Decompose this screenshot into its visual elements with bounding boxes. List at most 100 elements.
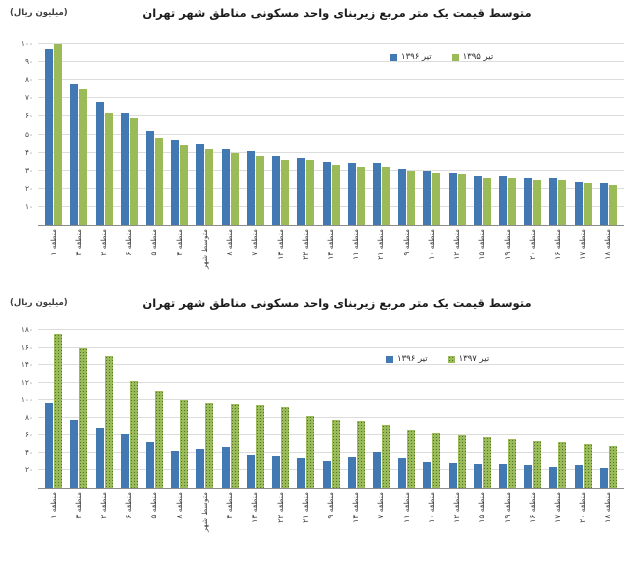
bar-group <box>419 170 444 225</box>
bar <box>347 163 356 225</box>
x-label-cell: منطقه ۱۶ <box>545 226 570 286</box>
gridline <box>38 329 624 330</box>
x-axis-label: منطقه ۱ <box>48 492 58 519</box>
x-axis-label: منطقه ۱۲ <box>452 229 462 260</box>
y-tick-label: ۶۰ <box>24 430 33 440</box>
x-label-cell: منطقه ۱۹ <box>495 489 520 575</box>
bar <box>549 177 558 225</box>
x-axis-labels: منطقه ۱ منطقه ۳ منطقه ۲ منطقه ۶ منطقه ۵ منطقه… <box>38 226 624 286</box>
bar <box>322 460 331 488</box>
y-tick-label: ۱۰۰ <box>20 39 33 48</box>
x-label-cell: منطقه ۲ <box>91 489 116 575</box>
bar <box>196 143 205 225</box>
y-tick-label: ۷۰ <box>24 93 33 103</box>
x-axis-label: منطقه ۱۱ <box>351 229 361 260</box>
bar <box>45 402 54 488</box>
x-label-cell: منطقه ۱ <box>41 226 66 286</box>
bar <box>457 174 466 225</box>
bar-group <box>571 181 596 225</box>
x-axis-label: منطقه ۷ <box>376 492 386 519</box>
x-axis-label: منطقه ۱۸ <box>603 229 613 260</box>
bar-group <box>66 83 91 225</box>
x-label-cell: منطقه ۳ <box>66 489 91 575</box>
chart-top: (میلیون ریال) متوسط قیمت یک متر مربع زیر… <box>10 6 624 286</box>
bar <box>331 419 340 488</box>
bar <box>558 179 567 225</box>
gridline <box>38 434 624 436</box>
bar <box>45 49 54 225</box>
bar <box>508 177 517 225</box>
bar-group <box>192 402 217 488</box>
chart-bottom: (میلیون ریال) متوسط قیمت یک متر مربع زیر… <box>0 290 640 576</box>
bar <box>306 416 315 488</box>
x-axis-label: متوسط شهر <box>199 492 209 532</box>
legend-label: تیر ۱۳۹۷ <box>458 354 490 364</box>
x-label-cell: منطقه ۵ <box>142 489 167 575</box>
y-axis-unit-label: (میلیون ریال) <box>10 298 68 308</box>
bar <box>583 183 592 225</box>
bar <box>70 419 79 488</box>
gridline <box>38 133 624 135</box>
x-axis-label: منطقه ۱۲ <box>452 492 462 523</box>
x-label-cell: متوسط شهر <box>192 489 217 575</box>
bar-group <box>66 347 91 488</box>
bar <box>381 424 390 488</box>
y-tick-label: ۲۰ <box>24 183 33 193</box>
x-axis-label: منطقه ۱۳ <box>250 492 260 523</box>
y-tick-label: ۴۰ <box>24 447 33 457</box>
y-tick-label: ۹۰ <box>24 57 33 67</box>
bar <box>482 437 491 488</box>
x-label-cell: منطقه ۴ <box>167 226 192 286</box>
bar-group <box>293 416 318 488</box>
gridline <box>38 416 624 418</box>
x-axis-label: منطقه ۳ <box>73 229 83 256</box>
bar-group <box>445 172 470 225</box>
legend: تیر ۱۳۹۶ تیر ۱۳۹۷ <box>386 354 489 364</box>
gridline <box>38 451 624 453</box>
gridline <box>38 43 624 44</box>
x-axis-label: منطقه ۱۶ <box>552 229 562 260</box>
bar-group <box>344 163 369 225</box>
gridline <box>38 469 624 471</box>
y-axis-unit-label: (میلیون ریال) <box>10 8 68 18</box>
x-axis-label: منطقه ۲۱ <box>300 492 310 523</box>
gridline <box>38 169 624 171</box>
gridline <box>38 187 624 189</box>
bar-group <box>318 419 343 488</box>
bar <box>524 465 533 488</box>
x-label-cell: منطقه ۱۳ <box>268 226 293 286</box>
bar <box>322 161 331 225</box>
bar <box>255 156 264 225</box>
bar <box>70 83 79 225</box>
bar-group <box>293 158 318 225</box>
bar <box>95 428 104 488</box>
x-axis-label: منطقه ۲۱ <box>376 229 386 260</box>
bar <box>423 461 432 488</box>
y-tick-label: ۸۰ <box>24 75 33 85</box>
bar <box>171 451 180 488</box>
bar-group <box>394 430 419 488</box>
x-label-cell: منطقه ۲۰ <box>571 489 596 575</box>
x-label-cell: منطقه ۱۸ <box>596 226 621 286</box>
x-axis-label: منطقه ۲۲ <box>300 229 310 260</box>
bar <box>104 112 113 225</box>
x-label-cell: منطقه ۷ <box>369 489 394 575</box>
plot-area: ۲۰ ۴۰ ۶۰ ۸۰ ۱۰۰ ۱۲۰ ۱۴۰ ۱۶۰ ۱۸۰ <box>21 326 624 489</box>
x-label-cell: منطقه ۶ <box>117 489 142 575</box>
bar <box>473 176 482 225</box>
x-label-cell: منطقه ۵ <box>142 226 167 286</box>
x-label-cell: منطقه ۷ <box>243 226 268 286</box>
bar <box>549 466 558 488</box>
bar <box>432 432 441 488</box>
x-label-cell: منطقه ۱۴ <box>318 226 343 286</box>
bar <box>154 391 163 488</box>
x-axis-label: منطقه ۳ <box>73 492 83 519</box>
legend-swatch <box>386 355 393 363</box>
x-label-cell: منطقه ۲ <box>91 226 116 286</box>
y-tick-label: ۵۰ <box>24 129 33 139</box>
bar-group <box>41 334 66 488</box>
y-tick-label: ۲۰ <box>24 465 33 475</box>
x-label-cell: منطقه ۲۱ <box>369 226 394 286</box>
bar <box>205 148 214 225</box>
bar <box>356 167 365 225</box>
